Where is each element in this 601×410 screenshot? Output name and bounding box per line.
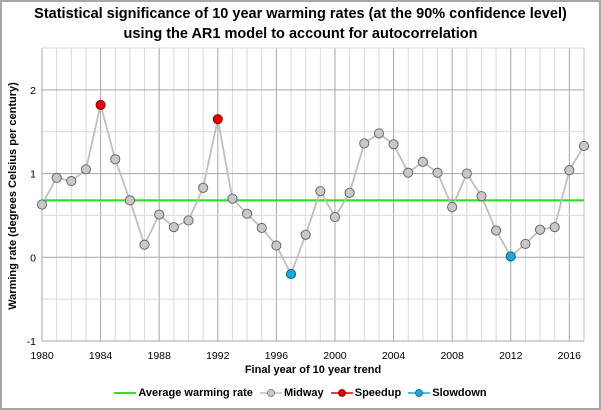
midway-point [168,222,179,233]
midway-point [66,176,77,187]
y-tick-label: 2 [30,85,36,97]
x-tick-label: 1996 [265,350,289,362]
x-tick-label: 1984 [89,350,113,362]
midway-point [300,229,311,240]
legend-item-slowdown: Slowdown [408,387,487,399]
legend-label-slowdown: Slowdown [432,387,487,399]
x-tick-label: 2008 [440,350,464,362]
grid-lines [41,47,585,342]
midway-point [227,193,238,204]
y-tick-label: 0 [30,252,36,264]
legend-midway-marker-icon [259,389,282,397]
x-tick-label: 2004 [382,350,406,362]
midway-point [344,187,355,198]
midway-point [124,195,135,206]
midway-point [564,165,575,176]
midway-point [139,239,150,250]
midway-point [520,238,531,249]
x-tick-label: 2016 [558,350,582,362]
y-tick-label: 1 [30,169,36,181]
midway-point [51,172,62,183]
x-tick-label: 1992 [206,350,230,362]
midway-point [271,240,282,251]
midway-point [80,164,91,175]
slowdown-point [285,268,297,280]
x-tick-label: 1988 [148,350,172,362]
midway-point [476,191,487,202]
legend-slowdown-marker-icon [408,389,431,397]
midway-point [549,222,560,233]
warming-rate-line [41,104,585,277]
legend: Average warming rate Midway Speedup Slow… [0,387,601,401]
midway-point [535,224,546,235]
midway-point [491,225,502,236]
midway-point [154,209,165,220]
legend-item-midway: Midway [259,387,324,399]
speedup-point [212,114,223,125]
legend-label-average: Average warming rate [138,387,253,399]
midway-point [315,186,326,197]
legend-speedup-marker-icon [330,389,353,397]
x-tick-label: 2000 [323,350,347,362]
midway-point [373,128,384,139]
chart-title-line-2: using the AR1 model to account for autoc… [123,26,478,42]
midway-point [256,222,267,234]
midway-point [183,215,194,226]
midway-point [388,139,399,150]
legend-label-midway: Midway [283,387,324,399]
legend-average-line-icon [114,392,137,394]
midway-point [461,168,472,179]
chart-title-line-1: Statistical significance of 10 year warm… [34,6,567,22]
series-group [36,99,590,280]
legend-item-average: Average warming rate [114,387,253,399]
midway-point [578,140,590,151]
midway-point [447,202,458,213]
midway-point [329,212,341,223]
midway-point [198,182,209,193]
chart-title: Statistical significance of 10 year warm… [0,4,601,44]
midway-point [110,154,121,165]
y-tick-label: -1 [27,336,36,348]
midway-point [432,167,443,178]
midway-point [417,156,428,167]
midway-point [359,138,370,149]
y-axis-title: Warming rate (degrees Celsius per centur… [7,82,19,310]
legend-label-speedup: Speedup [354,387,402,399]
x-axis-title: Final year of 10 year trend [245,364,381,376]
x-tick-labels: 1980 1984 1988 1992 1996 2000 2004 2008 2012 2016 [30,350,581,362]
midway-point [36,199,48,210]
y-tick-labels: -1 0 1 2 [27,85,37,348]
legend-item-speedup: Speedup [330,387,402,399]
speedup-point [95,99,106,110]
midway-point [242,208,253,219]
x-tick-label: 2012 [499,350,523,362]
slowdown-point [505,251,516,262]
midway-point [403,167,414,178]
x-tick-label: 1980 [30,350,54,362]
